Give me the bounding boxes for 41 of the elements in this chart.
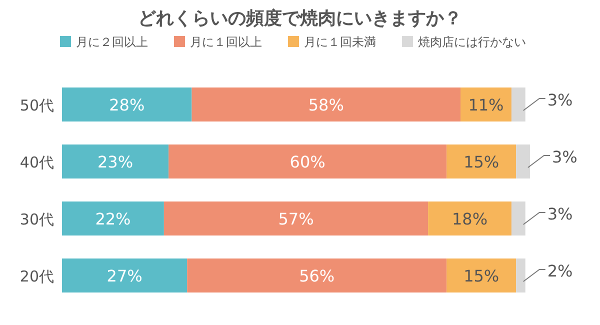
y-tick-label: 30代 — [20, 210, 54, 228]
bar — [164, 202, 428, 236]
bar — [460, 88, 512, 122]
data-label: 57% — [278, 210, 314, 228]
data-label: 23% — [98, 152, 134, 172]
legend-label: 月に１回以上 — [190, 35, 262, 49]
data-label: 3% — [547, 204, 573, 224]
bar — [168, 144, 447, 178]
chart-title: どれくらいの頻度で焼肉にいきますか？ — [138, 8, 462, 29]
legend-label: 月に２回以上 — [76, 35, 148, 49]
bar — [516, 144, 530, 178]
bar — [511, 202, 526, 236]
bar — [192, 88, 460, 122]
data-label: 60% — [290, 152, 326, 172]
bar — [62, 202, 164, 236]
y-tick-label: 40代 — [20, 154, 54, 172]
data-label: 22% — [95, 210, 131, 228]
data-label: 28% — [109, 96, 145, 114]
data-label: 27% — [106, 266, 142, 286]
data-label: 58% — [308, 96, 344, 114]
bar — [62, 88, 192, 122]
y-tick-label: 20代 — [20, 268, 54, 286]
data-label: 15% — [464, 152, 500, 172]
data-label: 3% — [547, 90, 573, 110]
bar — [62, 258, 188, 292]
data-label: 18% — [452, 210, 488, 228]
data-label: 15% — [464, 266, 500, 286]
bar — [428, 202, 512, 236]
data-label: 56% — [299, 266, 335, 286]
bar — [516, 258, 526, 292]
legend-label: 焼肉店には行かない — [418, 35, 526, 49]
legend-label: 月に１回未満 — [304, 35, 376, 49]
y-tick-label: 50代 — [20, 96, 54, 114]
bar — [62, 144, 169, 178]
bar — [511, 88, 526, 122]
data-label: 11% — [468, 96, 504, 114]
data-label: 3% — [552, 148, 578, 166]
bar — [187, 258, 447, 292]
bar — [446, 258, 516, 292]
bar — [446, 144, 516, 178]
data-label: 2% — [547, 262, 573, 280]
